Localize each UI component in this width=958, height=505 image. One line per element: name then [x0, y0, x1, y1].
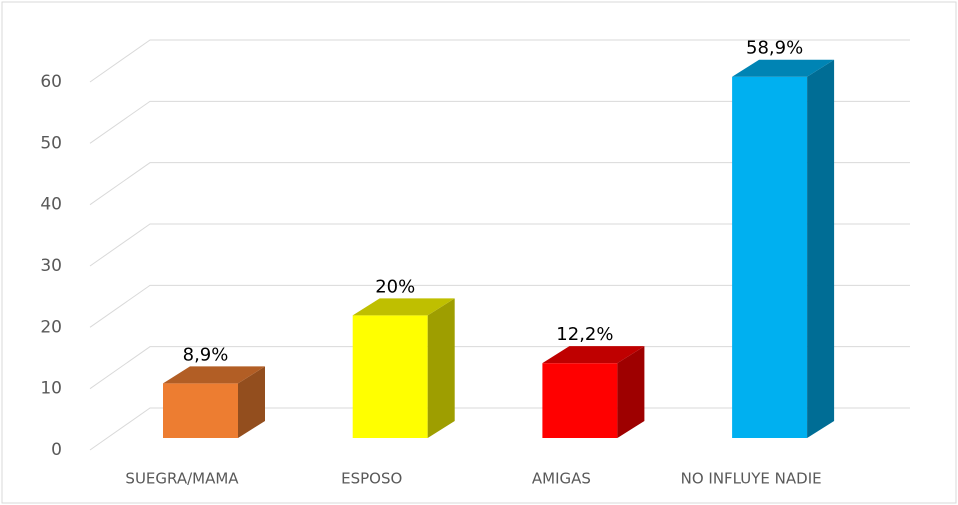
grid-line	[89, 346, 910, 390]
bar-front	[163, 383, 238, 438]
data-label: 20%	[375, 276, 415, 297]
y-tick-label: 20	[40, 317, 62, 337]
x-tick-label: NO INFLUYE NADIE	[681, 470, 822, 488]
grid-line	[89, 407, 910, 451]
data-label: 58,9%	[746, 38, 803, 59]
grid-line	[89, 100, 910, 144]
x-tick-label: AMIGAS	[532, 470, 591, 488]
x-tick-label: ESPOSO	[341, 470, 402, 488]
grid-line	[89, 162, 910, 206]
y-tick-label: 40	[40, 195, 62, 215]
y-tick-label: 0	[51, 440, 62, 460]
bar-top	[352, 298, 455, 316]
bar-side	[807, 59, 835, 438]
bar-front	[732, 76, 808, 438]
bar-side	[617, 346, 645, 438]
bar-side	[427, 298, 455, 438]
bar-front	[352, 315, 428, 438]
y-tick-label: 30	[40, 256, 62, 276]
bar-top	[163, 366, 265, 384]
y-tick-label: 60	[40, 72, 62, 92]
data-label: 8,9%	[183, 344, 229, 365]
x-tick-label: SUEGRA/MAMA	[125, 470, 239, 488]
bar-front	[542, 363, 618, 438]
grid-line	[89, 284, 910, 328]
y-tick-label: 10	[40, 379, 62, 399]
grid-line	[89, 39, 910, 83]
bar-side	[238, 366, 265, 438]
y-tick-label: 50	[40, 133, 62, 153]
bar-top	[542, 346, 645, 364]
grid-line	[89, 223, 910, 267]
data-label: 12,2%	[556, 324, 613, 345]
bar-top	[732, 59, 835, 77]
